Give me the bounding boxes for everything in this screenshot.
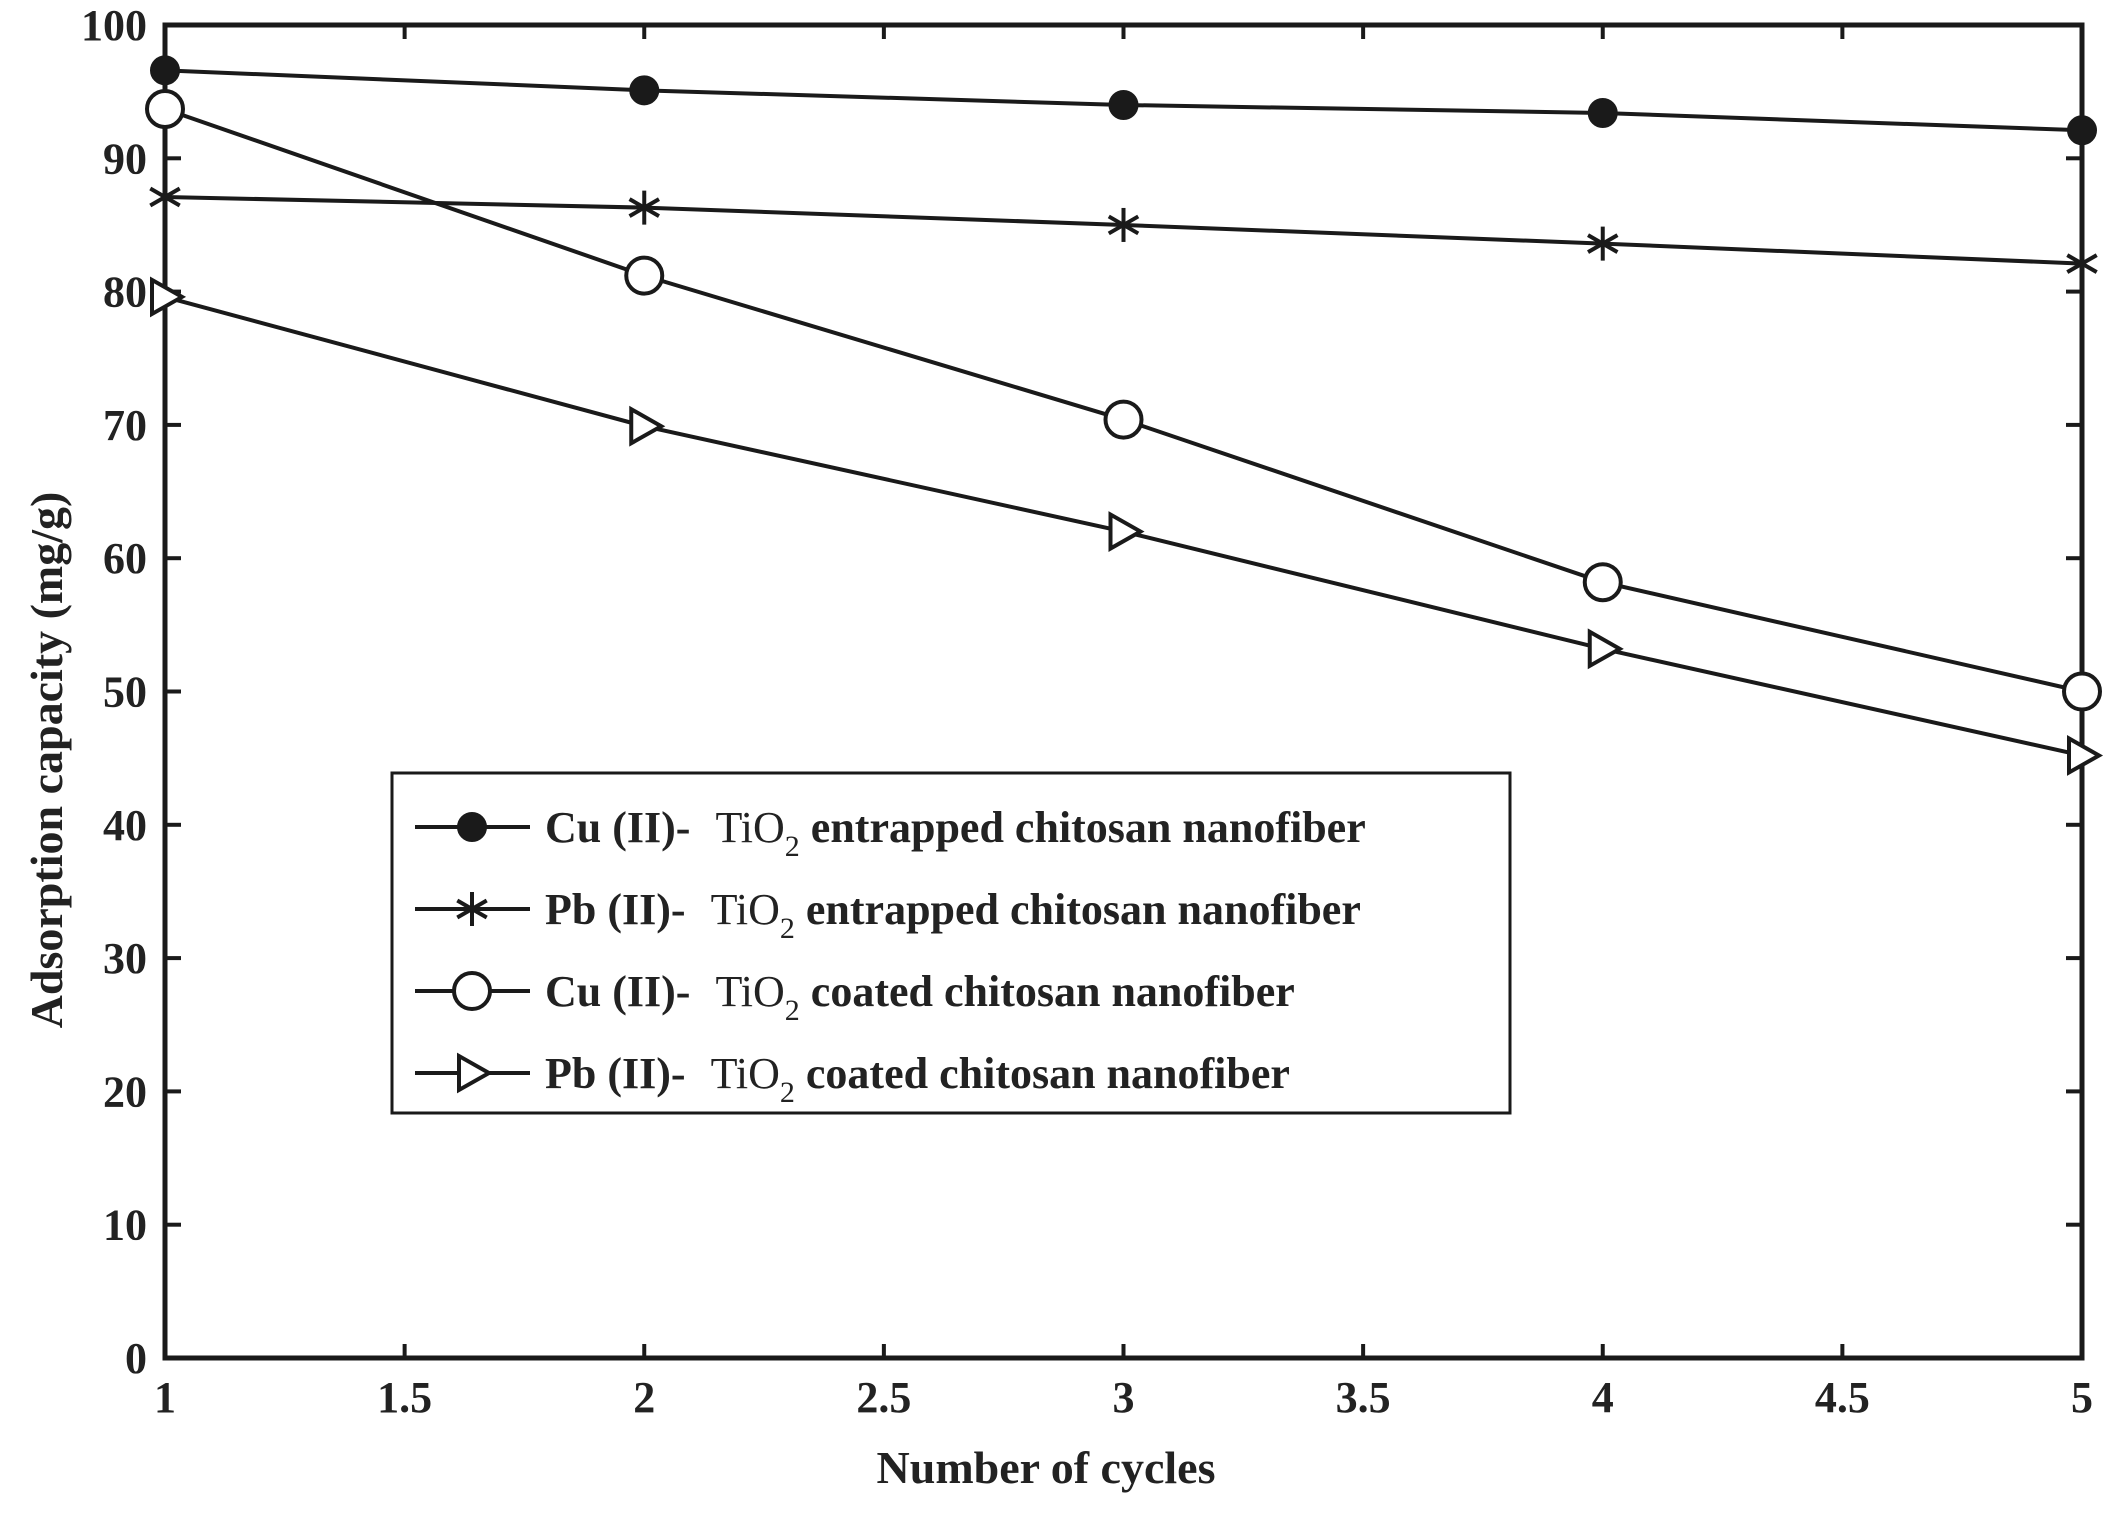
legend: Cu (II)- TiO2 entrapped chitosan nanofib… (390, 771, 1512, 1115)
y-tick-label: 10 (103, 1201, 147, 1250)
x-tick-label: 1 (154, 1373, 176, 1422)
x-tick-label: 2.5 (856, 1373, 911, 1422)
y-tick-label: 60 (103, 534, 147, 583)
legend-label: Pb (II)- TiO2 entrapped chitosan nanofib… (545, 885, 1361, 945)
x-tick-label: 5 (2071, 1373, 2093, 1422)
x-tick-label: 4 (1592, 1373, 1614, 1422)
legend-entry: Cu (II)- TiO2 coated chitosan nanofiber (415, 967, 1295, 1027)
legend-marker (457, 812, 487, 842)
legend-entry: Pb (II)- TiO2 coated chitosan nanofiber (415, 1049, 1290, 1109)
data-point (1107, 207, 1140, 242)
legend-label: Cu (II)- TiO2 entrapped chitosan nanofib… (545, 803, 1366, 863)
legend-marker (457, 1052, 494, 1094)
legend-label: Pb (II)- TiO2 coated chitosan nanofiber (545, 1049, 1290, 1109)
data-point (2067, 735, 2104, 776)
data-point (149, 179, 181, 214)
x-tick-label: 1.5 (377, 1373, 432, 1422)
y-tick-label: 20 (103, 1067, 147, 1116)
data-point (2062, 671, 2102, 712)
data-point (1103, 399, 1144, 440)
data-point (150, 55, 180, 86)
legend-entry: Cu (II)- TiO2 entrapped chitosan nanofib… (415, 803, 1366, 863)
series-markers (145, 55, 2104, 776)
legend-marker (456, 892, 488, 926)
data-point (150, 276, 187, 318)
y-tick-label: 80 (103, 268, 147, 317)
y-tick-label: 40 (103, 801, 147, 850)
data-point (1587, 226, 1619, 261)
y-tick-label: 30 (103, 934, 147, 983)
data-point (629, 405, 666, 447)
data-point (628, 190, 660, 225)
y-tick-label: 90 (103, 134, 147, 183)
x-tick-label: 2 (633, 1373, 655, 1422)
data-point (1587, 97, 1618, 128)
x-tick-label: 3.5 (1336, 1373, 1391, 1422)
data-point (2066, 246, 2098, 281)
data-point (2067, 115, 2097, 146)
data-point (145, 88, 185, 129)
legend-marker (452, 971, 492, 1011)
legend-box (390, 771, 1512, 1115)
legend-entry: Pb (II)- TiO2 entrapped chitosan nanofib… (415, 885, 1361, 945)
x-tick-label: 4.5 (1815, 1373, 1870, 1422)
y-axis-label: Adsorption capacity (mg/g) (21, 492, 72, 1029)
y-tick-label: 100 (81, 1, 147, 50)
x-tick-label: 3 (1113, 1373, 1135, 1422)
y-tick-label: 50 (103, 668, 147, 717)
data-point (1108, 89, 1139, 120)
y-tick-label: 0 (125, 1334, 147, 1383)
legend-label: Cu (II)- TiO2 coated chitosan nanofiber (545, 967, 1295, 1027)
data-point (629, 75, 660, 106)
axis-ticks (163, 23, 2084, 1360)
data-point (624, 255, 665, 296)
data-point (1582, 562, 1623, 603)
data-point (1587, 628, 1624, 670)
data-point (1108, 511, 1145, 552)
y-tick-label: 70 (103, 401, 147, 450)
x-axis-label: Number of cycles (877, 1442, 1216, 1493)
